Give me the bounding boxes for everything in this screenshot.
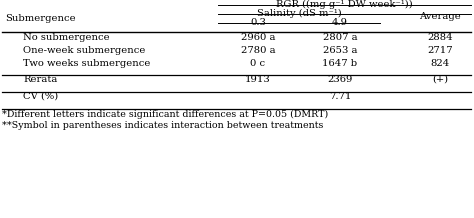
Text: No submergence: No submergence (23, 33, 109, 42)
Text: 0.3: 0.3 (250, 18, 266, 27)
Text: 4.9: 4.9 (332, 18, 348, 27)
Text: 1913: 1913 (245, 75, 271, 84)
Text: RGR ((mg g⁻¹ DW week⁻¹)): RGR ((mg g⁻¹ DW week⁻¹)) (276, 0, 413, 9)
Text: Salinity (dS m⁻¹): Salinity (dS m⁻¹) (256, 9, 341, 18)
Text: 2717: 2717 (427, 46, 453, 55)
Text: CV (%): CV (%) (23, 92, 58, 101)
Text: Average: Average (419, 12, 461, 21)
Text: 2960 a: 2960 a (241, 33, 275, 42)
Text: 2653 a: 2653 a (323, 46, 357, 55)
Text: **Symbol in parentheses indicates interaction between treatments: **Symbol in parentheses indicates intera… (2, 121, 323, 130)
Text: 1647 b: 1647 b (322, 59, 357, 68)
Text: 7.71: 7.71 (329, 92, 351, 101)
Text: Submergence: Submergence (5, 14, 76, 23)
Text: 2884: 2884 (427, 33, 453, 42)
Text: 2807 a: 2807 a (323, 33, 357, 42)
Text: 2369: 2369 (328, 75, 353, 84)
Text: 824: 824 (430, 59, 450, 68)
Text: (+): (+) (432, 75, 448, 84)
Text: 0 c: 0 c (250, 59, 265, 68)
Text: One-week submergence: One-week submergence (23, 46, 146, 55)
Text: Rerata: Rerata (23, 75, 57, 84)
Text: Two weeks submergence: Two weeks submergence (23, 59, 150, 68)
Text: 2780 a: 2780 a (241, 46, 275, 55)
Text: *Different letters indicate significant differences at P=0.05 (DMRT): *Different letters indicate significant … (2, 110, 328, 119)
